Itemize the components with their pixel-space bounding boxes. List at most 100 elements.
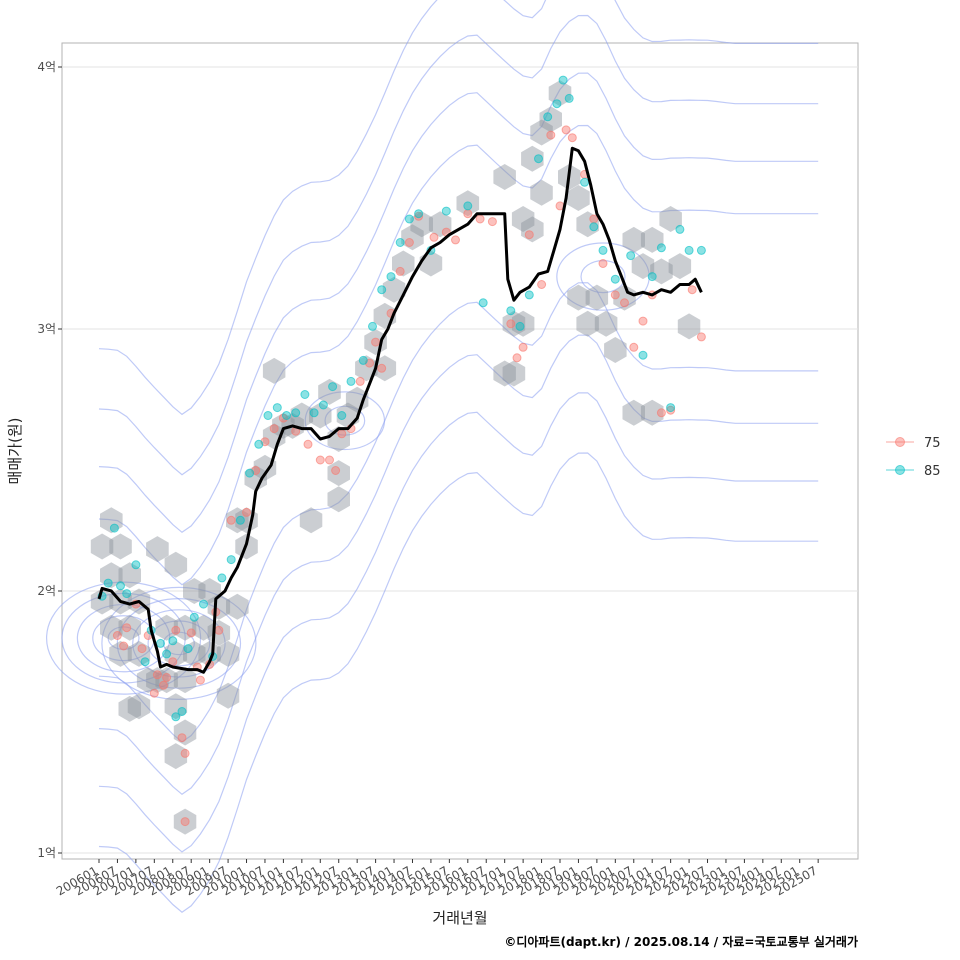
hexbin-layer	[90, 80, 701, 835]
hexbin	[173, 614, 197, 641]
point-75	[687, 285, 697, 295]
hexbin	[631, 253, 655, 280]
hexbin	[173, 808, 197, 835]
point-75	[325, 455, 334, 465]
y-tick-label: 1억	[37, 846, 56, 860]
point-85	[386, 272, 396, 282]
y-axis-ticks: 1억 2억 3억 4억	[37, 60, 62, 860]
point-75	[506, 319, 516, 329]
point-85	[199, 599, 208, 609]
contour-ring	[45, 581, 202, 695]
moving-average-line	[97, 146, 703, 674]
point-85	[558, 75, 568, 85]
point-85	[463, 201, 473, 211]
point-85	[245, 468, 255, 478]
point-85	[309, 408, 319, 418]
hexbin	[502, 360, 526, 387]
contour-line	[98, 392, 819, 853]
hexbin	[567, 284, 590, 311]
point-75	[598, 259, 608, 268]
point-85	[404, 214, 414, 224]
point-85	[395, 238, 405, 247]
hexbin	[183, 578, 206, 604]
hexbin	[659, 206, 682, 232]
point-75	[524, 230, 534, 240]
point-85	[552, 99, 562, 109]
point-85	[346, 376, 356, 386]
point-75	[331, 466, 341, 475]
hexbin	[164, 743, 188, 770]
hexbin	[677, 313, 701, 340]
point-75	[269, 424, 279, 434]
hexbin	[382, 276, 406, 303]
x-axis-ticks: 2006012006072007012007072008012008072009…	[54, 859, 820, 899]
point-85	[358, 355, 368, 365]
point-85	[254, 439, 264, 449]
hexbin	[100, 614, 123, 641]
hexbin	[594, 310, 618, 337]
point-75	[149, 688, 159, 698]
point-75	[512, 353, 522, 363]
hexbin	[127, 693, 151, 720]
contour-ring	[556, 242, 650, 311]
hexbin	[613, 284, 636, 311]
point-85	[116, 581, 125, 591]
point-75	[337, 429, 347, 439]
hexbin	[146, 667, 169, 694]
y-tick-label: 4억	[37, 60, 56, 74]
point-85	[656, 243, 666, 253]
legend-key-point	[895, 437, 905, 447]
source-caption: ©디아파트(dapt.kr) / 2025.08.14 / 자료=국토교통부 실…	[504, 935, 858, 949]
plot-panel	[61, 42, 859, 860]
point-75	[152, 670, 162, 680]
point-75	[429, 232, 439, 242]
legend-label: 75	[924, 436, 941, 451]
point-75	[696, 332, 706, 342]
point-75	[180, 748, 190, 758]
x-axis-title: 거래년월	[432, 909, 487, 927]
point-85	[162, 649, 172, 659]
point-85	[589, 222, 599, 232]
hexbin	[192, 614, 215, 641]
hexbin	[327, 486, 350, 513]
point-75	[195, 675, 205, 685]
point-85	[156, 638, 165, 648]
hexbin	[567, 185, 590, 211]
hexbin	[100, 507, 123, 534]
hexbin	[146, 536, 169, 563]
hexbin	[207, 593, 231, 620]
hexbin	[410, 211, 433, 238]
hexbin	[493, 164, 516, 190]
point-75	[162, 673, 172, 682]
point-75	[177, 733, 187, 743]
point-75	[518, 342, 528, 352]
point-85	[328, 382, 338, 392]
point-85	[534, 154, 543, 164]
point-75	[395, 266, 405, 276]
hexbin	[299, 507, 323, 534]
point-85	[524, 290, 534, 300]
point-75	[180, 817, 190, 827]
point-85	[291, 408, 301, 418]
hexbin	[173, 719, 197, 746]
hexbin	[118, 614, 141, 641]
point-85	[515, 321, 525, 331]
point-75	[537, 280, 547, 289]
point-75	[242, 507, 251, 517]
hexbin	[530, 179, 553, 206]
point-75	[171, 625, 181, 635]
contour-ring	[324, 405, 366, 436]
point-85	[610, 274, 620, 284]
hexbin	[521, 216, 544, 243]
hexbin	[262, 357, 286, 384]
point-75	[315, 455, 325, 465]
hexbin	[253, 454, 277, 481]
point-85	[226, 555, 236, 565]
hexbin	[118, 695, 141, 722]
hexbin	[456, 190, 480, 217]
hexbin	[585, 284, 609, 311]
contour-ring	[101, 586, 257, 701]
hexbin	[173, 667, 197, 694]
point-85	[171, 712, 181, 722]
hexbin	[668, 253, 692, 280]
